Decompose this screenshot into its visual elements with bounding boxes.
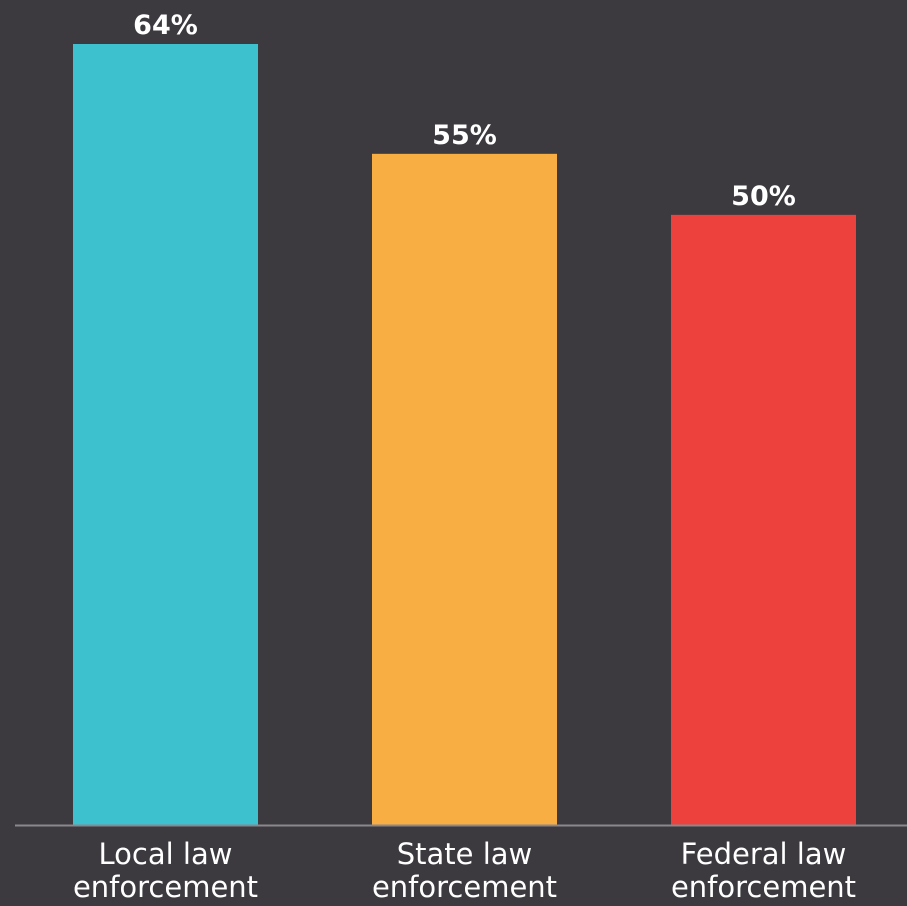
- bar: [671, 214, 856, 825]
- value-label: 64%: [133, 10, 198, 41]
- value-label: 55%: [432, 120, 497, 151]
- bar: [73, 44, 258, 825]
- bar: [372, 153, 557, 825]
- value-label: 50%: [731, 181, 796, 212]
- x-tick-label: Local law enforcement: [72, 837, 259, 904]
- x-tick-label: State law enforcement: [371, 837, 558, 904]
- x-tick-label: Federal law enforcement: [670, 837, 857, 904]
